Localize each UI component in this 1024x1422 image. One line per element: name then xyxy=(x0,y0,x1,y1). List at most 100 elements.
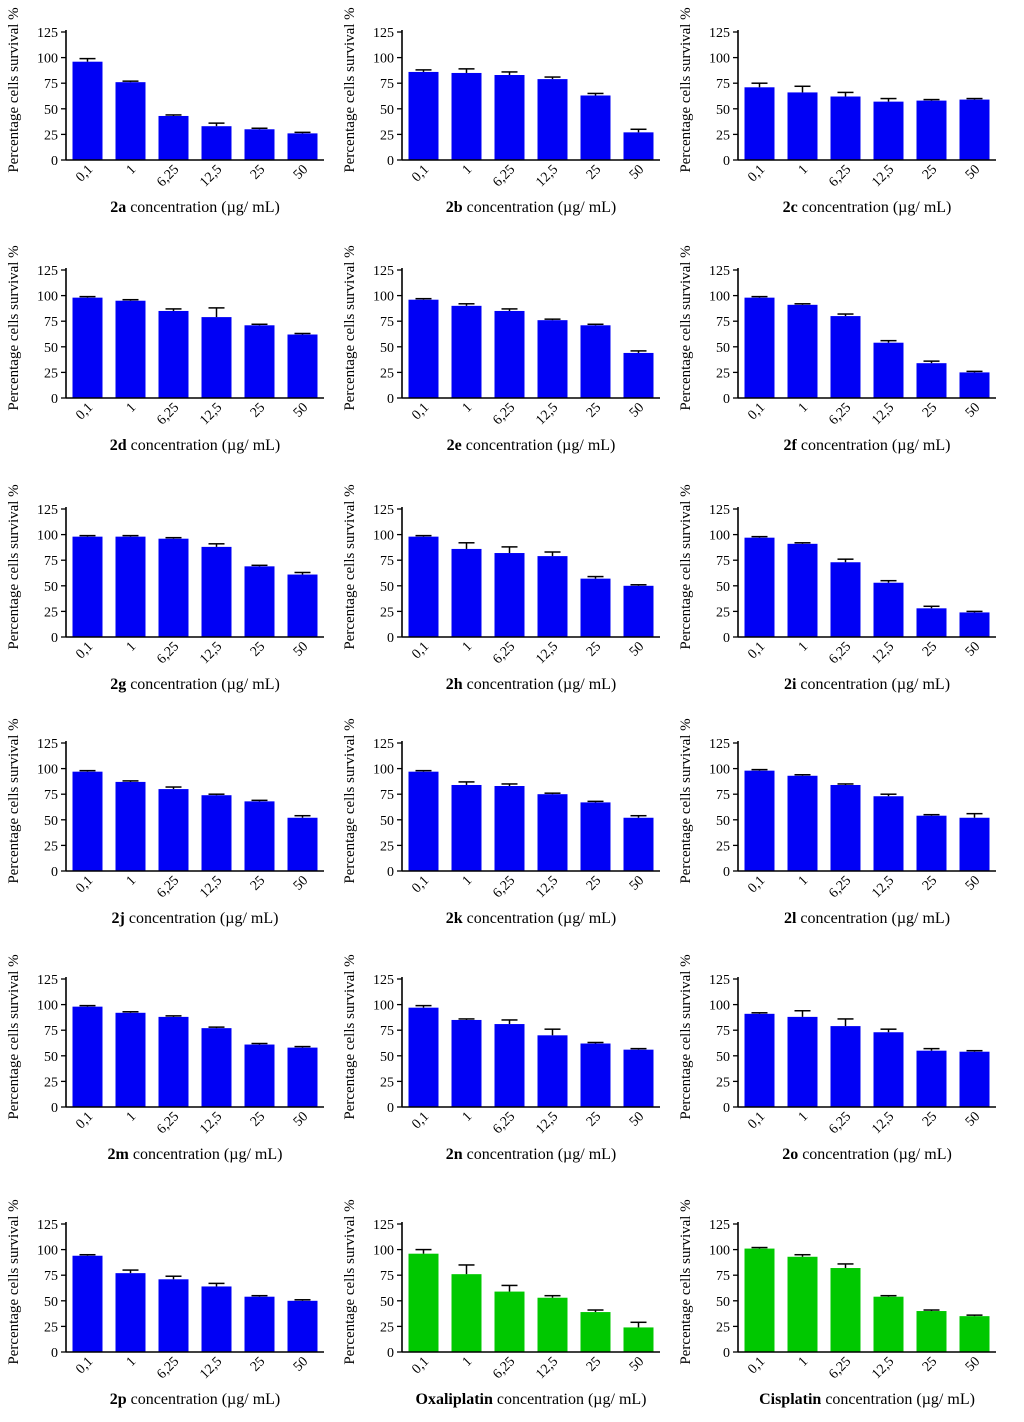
bar-50 xyxy=(287,1300,318,1352)
bar-1 xyxy=(115,781,146,871)
bar-25 xyxy=(244,801,275,871)
y-axis-title: Percentage cells survival % xyxy=(678,245,694,410)
y-tick-label: 100 xyxy=(373,290,394,305)
x-tick-label: 50 xyxy=(627,873,648,894)
bar-12,5 xyxy=(201,1028,232,1107)
x-tick-label: 1 xyxy=(796,1354,812,1370)
x-tick-label: 6,25 xyxy=(826,873,854,901)
x-tick-label: 1 xyxy=(124,1109,140,1125)
y-tick-label: 0 xyxy=(387,1101,394,1116)
bar-0,1 xyxy=(408,299,439,398)
x-axis-label: 2d concentration (µg/ mL) xyxy=(110,437,281,454)
bar-25 xyxy=(244,325,275,398)
x-axis-label: Cisplatin concentration (µg/ mL) xyxy=(759,1391,975,1408)
bar-0,1 xyxy=(744,770,775,871)
y-tick-label: 0 xyxy=(51,865,58,880)
bar-6,25 xyxy=(158,789,189,871)
y-tick-label: 0 xyxy=(723,1346,730,1361)
x-axis-label: 2e concentration (µg/ mL) xyxy=(447,437,616,454)
bar-0,1 xyxy=(72,1006,103,1107)
bar-12,5 xyxy=(873,582,904,637)
x-tick-label: 1 xyxy=(796,1109,812,1125)
x-tick-label: 12,5 xyxy=(533,1109,561,1137)
compound-name: 2k xyxy=(446,910,463,927)
compound-name: 2h xyxy=(446,676,463,693)
y-tick-label: 75 xyxy=(716,315,730,330)
x-tick-label: 12,5 xyxy=(533,162,561,190)
y-tick-label: 25 xyxy=(44,839,58,854)
y-tick-label: 25 xyxy=(380,605,394,620)
x-tick-label: 6,25 xyxy=(490,1109,518,1137)
y-tick-label: 100 xyxy=(37,52,58,67)
chart-2e: Percentage cells survival % 0255075100125… xyxy=(342,245,660,454)
x-axis-label: 2m concentration (µg/ mL) xyxy=(108,1146,283,1163)
bar-50 xyxy=(623,1049,654,1107)
xlabel-suffix: concentration (µg/ mL) xyxy=(463,199,617,216)
y-tick-label: 125 xyxy=(709,1218,730,1233)
bar-12,5 xyxy=(873,342,904,398)
y-tick-label: 125 xyxy=(709,973,730,988)
x-tick-label: 25 xyxy=(584,162,605,183)
x-tick-label: 12,5 xyxy=(197,1109,225,1137)
y-tick-label: 25 xyxy=(716,1075,730,1090)
x-tick-label: 0,1 xyxy=(73,400,96,423)
y-tick-label: 25 xyxy=(44,128,58,143)
y-tick-label: 0 xyxy=(723,865,730,880)
bar-12,5 xyxy=(537,79,568,160)
x-tick-label: 25 xyxy=(920,400,941,421)
y-tick-label: 100 xyxy=(709,529,730,544)
y-axis-title: Percentage cells survival % xyxy=(342,484,358,649)
compound-name: 2l xyxy=(784,910,797,927)
x-tick-label: 12,5 xyxy=(197,873,225,901)
chart-2n: Percentage cells survival % 0255075100125… xyxy=(342,954,660,1163)
bar-6,25 xyxy=(158,538,189,637)
bar-6,25 xyxy=(158,115,189,160)
y-tick-label: 125 xyxy=(373,973,394,988)
x-tick-label: 25 xyxy=(248,400,269,421)
y-tick-label: 50 xyxy=(716,1050,730,1065)
bar-12,5 xyxy=(873,796,904,871)
x-tick-label: 6,25 xyxy=(490,1354,518,1382)
x-tick-label: 0,1 xyxy=(409,400,432,423)
y-tick-label: 50 xyxy=(716,814,730,829)
x-tick-label: 1 xyxy=(796,162,812,178)
chart-2c: Percentage cells survival % 0255075100125… xyxy=(678,7,996,216)
bar-0,1 xyxy=(72,771,103,871)
bar-1 xyxy=(451,72,482,160)
bar-50 xyxy=(287,334,318,398)
xlabel-suffix: concentration (µg/ mL) xyxy=(797,437,951,454)
bar-6,25 xyxy=(494,75,525,160)
y-axis-title: Percentage cells survival % xyxy=(678,954,694,1119)
y-tick-label: 100 xyxy=(37,529,58,544)
y-tick-label: 50 xyxy=(44,341,58,356)
x-tick-label: 12,5 xyxy=(197,162,225,190)
y-axis-title: Percentage cells survival % xyxy=(678,718,694,883)
y-tick-label: 50 xyxy=(716,580,730,595)
y-tick-label: 0 xyxy=(51,1101,58,1116)
bar-12,5 xyxy=(873,1032,904,1107)
y-tick-label: 125 xyxy=(37,973,58,988)
compound-name: Oxaliplatin xyxy=(416,1391,493,1408)
y-axis-title: Percentage cells survival % xyxy=(678,7,694,172)
bar-0,1 xyxy=(408,536,439,637)
y-tick-label: 0 xyxy=(387,154,394,169)
xlabel-suffix: concentration (µg/ mL) xyxy=(129,1146,283,1163)
y-tick-label: 50 xyxy=(44,1050,58,1065)
y-tick-label: 125 xyxy=(373,26,394,41)
xlabel-suffix: concentration (µg/ mL) xyxy=(798,199,952,216)
x-tick-label: 25 xyxy=(584,1354,605,1375)
y-tick-label: 25 xyxy=(380,839,394,854)
bar-12,5 xyxy=(201,546,232,637)
bar-0,1 xyxy=(744,537,775,637)
chart-2b: Percentage cells survival % 0255075100125… xyxy=(342,7,660,216)
bar-12,5 xyxy=(537,320,568,398)
x-tick-label: 1 xyxy=(124,639,140,655)
y-tick-label: 125 xyxy=(373,503,394,518)
x-tick-label: 25 xyxy=(920,1109,941,1130)
x-axis-label: 2l concentration (µg/ mL) xyxy=(784,910,950,927)
bar-25 xyxy=(916,363,947,398)
bar-1 xyxy=(451,305,482,398)
y-tick-label: 0 xyxy=(51,154,58,169)
y-tick-label: 125 xyxy=(37,737,58,752)
xlabel-suffix: concentration (µg/ mL) xyxy=(462,437,616,454)
